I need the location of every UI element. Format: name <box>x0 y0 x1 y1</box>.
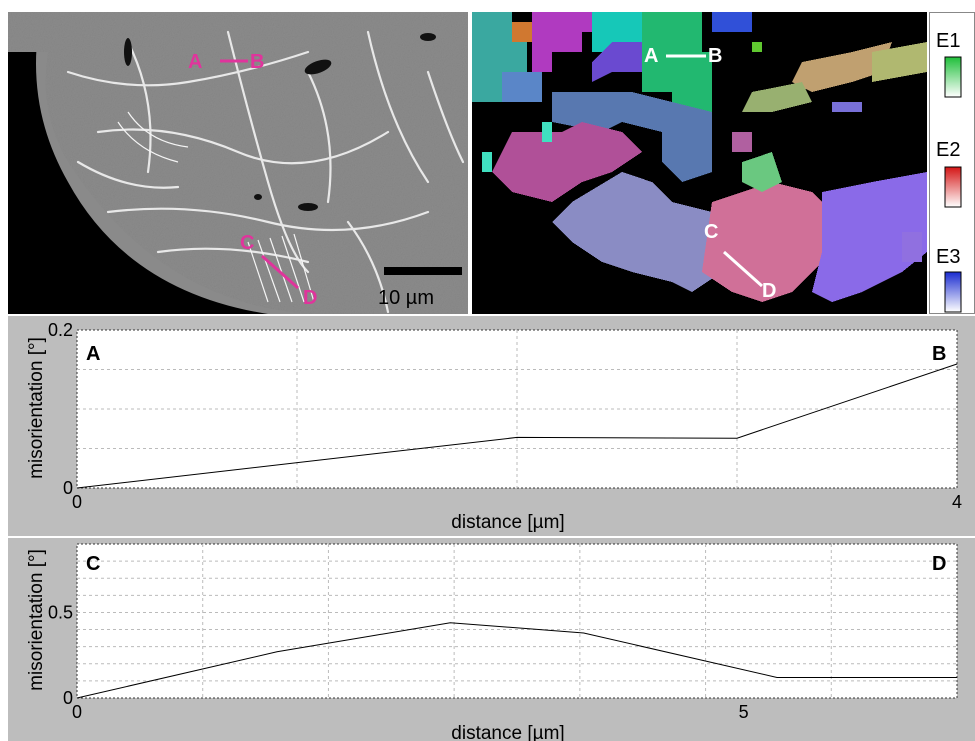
profile-plot-cd: 0 5 0 0.5 C D distance [µm] misorientation … <box>8 538 975 741</box>
sem-micrograph: A B C D 10 µm <box>8 12 468 314</box>
color-legend: E1 E2 E3 <box>929 12 975 314</box>
y-tick-label: 0 <box>63 478 73 498</box>
profile-plot-ab: 0 4 0 0.2 A B distance [µm] misorientation … <box>8 316 975 536</box>
micrograph-marker-d: D <box>303 287 317 309</box>
y-tick-label: 0.5 <box>48 602 73 622</box>
y-tick-label: 0 <box>63 688 73 708</box>
y-axis-label: misorientation [°] <box>26 337 47 479</box>
scale-bar-label: 10 µm <box>378 287 434 309</box>
plot-end-label-b: B <box>932 343 946 365</box>
plot-grid <box>77 330 957 488</box>
map-marker-d: D <box>762 280 776 302</box>
scale-bar <box>384 267 462 275</box>
plot-grid <box>77 544 957 698</box>
y-axis-label: misorientation [°] <box>26 549 47 691</box>
legend-label-e1: E1 <box>936 30 960 52</box>
series-line-ab <box>76 363 958 489</box>
y-tick-label: 0.2 <box>48 320 73 340</box>
micrograph-marker-b: B <box>250 51 264 73</box>
plot-start-label-c: C <box>86 553 100 575</box>
x-tick-label: 4 <box>952 492 962 512</box>
map-marker-a: A <box>644 45 658 67</box>
legend-swatch-e1 <box>944 56 962 98</box>
map-marker-b: B <box>708 45 722 67</box>
plot-area <box>76 543 958 699</box>
x-axis-label: distance [µm] <box>451 723 564 741</box>
plot-start-label-a: A <box>86 343 100 365</box>
series-line-cd <box>76 622 957 699</box>
x-axis-label: distance [µm] <box>451 512 564 533</box>
legend-swatch-e3 <box>944 271 962 313</box>
map-marker-c: C <box>704 221 718 243</box>
legend-label-e3: E3 <box>936 246 960 268</box>
plot-end-label-d: D <box>932 553 946 575</box>
x-tick-label: 0 <box>72 492 82 512</box>
orientation-map: A B C D <box>472 12 927 314</box>
orientation-grains <box>472 12 927 302</box>
legend-swatch-e2 <box>944 166 962 208</box>
micrograph-marker-a: A <box>188 51 202 73</box>
micrograph-marker-c: C <box>240 232 254 254</box>
legend-label-e2: E2 <box>936 139 960 161</box>
x-tick-label: 0 <box>72 702 82 722</box>
map-line-cd <box>722 250 764 288</box>
micrograph-line-cd <box>261 254 299 290</box>
x-tick-label: 5 <box>739 702 749 722</box>
